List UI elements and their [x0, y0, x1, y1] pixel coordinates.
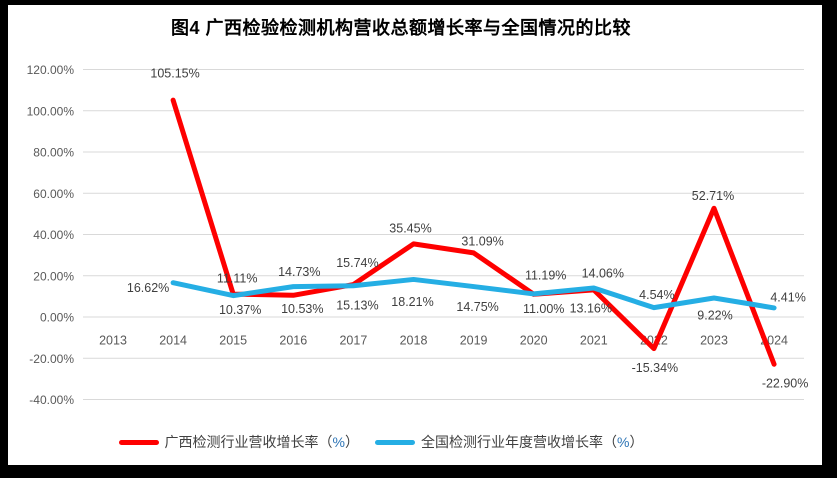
- data-label: -15.34%: [632, 361, 679, 375]
- data-label: 14.73%: [278, 265, 320, 279]
- x-axis-tick-label: 2019: [460, 334, 488, 348]
- x-axis-tick-label: 2013: [99, 334, 127, 348]
- x-axis-tick-label: 2023: [700, 334, 728, 348]
- x-axis-tick-label: 2015: [219, 334, 247, 348]
- legend-label-guangxi: 广西检测行业营收增长率（%）: [164, 434, 359, 450]
- legend-swatch-guangxi-line: [118, 439, 159, 445]
- y-axis-tick-label: -40.00%: [29, 393, 74, 407]
- data-label: 18.21%: [391, 295, 433, 309]
- series-line-guangxi: [170, 97, 777, 367]
- legend-label-national: 全国检测行业年度营收增长率（%）: [421, 434, 644, 450]
- plot-area: 120.00% 100.00% 80.00% 60.00% 40.00% 20.00% 0.…: [27, 63, 809, 407]
- data-label: 11.00%: [523, 302, 564, 316]
- y-axis-tick-label: 100.00%: [27, 104, 75, 118]
- x-axis-tick-label: 2017: [339, 334, 367, 348]
- data-label: 9.22%: [697, 308, 732, 322]
- x-axis-tick-label: 2018: [400, 334, 428, 348]
- y-axis-tick-label: 20.00%: [33, 269, 74, 283]
- legend-item-guangxi: 广西检测行业营收增长率（%）: [118, 432, 359, 452]
- x-axis-tick-label: 2014: [159, 334, 187, 348]
- data-label: 105.15%: [150, 67, 199, 81]
- data-label: 11.19%: [525, 268, 566, 282]
- data-label: 10.37%: [219, 303, 261, 317]
- y-axis-tick-label: 0.00%: [40, 311, 74, 325]
- data-label: 16.62%: [127, 281, 169, 295]
- data-label: 15.74%: [336, 256, 378, 270]
- y-axis-tick-label: 80.00%: [33, 146, 74, 160]
- data-label: 35.45%: [389, 221, 431, 235]
- data-label: 4.54%: [639, 288, 674, 302]
- data-label: 4.41%: [770, 290, 805, 304]
- data-label: 31.09%: [461, 234, 503, 248]
- legend: 广西检测行业营收增长率（%） 全国检测行业年度营收增长率（%）: [0, 432, 788, 452]
- y-axis-tick-label: 120.00%: [27, 63, 75, 77]
- y-axis-tick-label: -20.00%: [29, 352, 74, 366]
- data-label: -22.90%: [762, 377, 809, 391]
- data-label: 14.06%: [582, 267, 624, 281]
- legend-swatch-national-line: [375, 439, 415, 445]
- y-axis-tick-label: 40.00%: [33, 228, 74, 242]
- series-line-national: [170, 276, 777, 311]
- data-label: 14.75%: [456, 300, 498, 314]
- x-axis-tick-label: 2016: [279, 334, 307, 348]
- x-axis-tick-label: 2020: [520, 334, 548, 348]
- data-label: 11.11%: [217, 272, 258, 286]
- legend-item-national: 全国检测行业年度营收增长率（%）: [375, 432, 643, 452]
- data-label: 15.13%: [336, 298, 378, 312]
- data-label: 52.71%: [692, 189, 734, 203]
- y-axis-tick-label: 60.00%: [33, 187, 74, 201]
- data-label: 10.53%: [281, 302, 323, 316]
- chart-title: 图4 广西检验检测机构营收总额增长率与全国情况的比较: [170, 18, 631, 38]
- x-axis-tick-label: 2021: [580, 334, 608, 348]
- chart-canvas: 图4 广西检验检测机构营收总额增长率与全国情况的比较 120.00% 100.00…: [8, 5, 822, 465]
- data-label: 13.16%: [570, 301, 612, 315]
